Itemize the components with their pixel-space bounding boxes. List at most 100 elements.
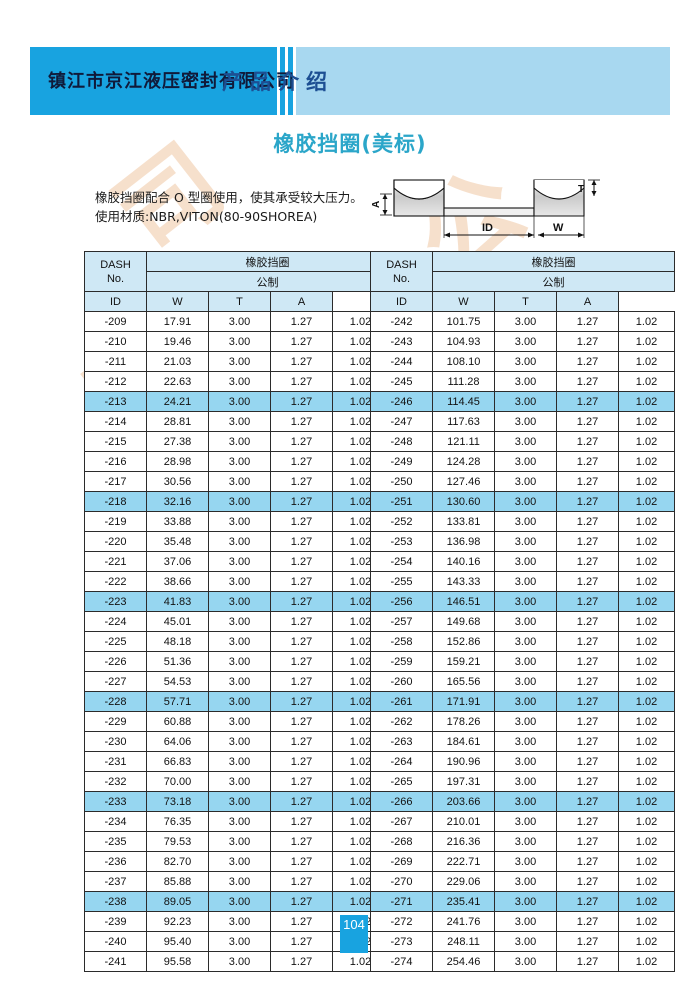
cell-a: 1.02 (618, 751, 675, 772)
cell-w: 3.00 (208, 571, 271, 592)
cell-t: 1.27 (556, 391, 619, 412)
cell-t: 1.27 (270, 451, 333, 472)
cell-dash: -210 (84, 331, 147, 352)
cell-a: 1.02 (618, 831, 675, 852)
cell-w: 3.00 (208, 891, 271, 912)
cell-t: 1.27 (556, 611, 619, 632)
cell-dash: -228 (84, 691, 147, 712)
cell-t: 1.27 (270, 511, 333, 532)
cell-t: 1.27 (270, 611, 333, 632)
cell-dash: -263 (370, 731, 433, 752)
cell-t: 1.27 (556, 651, 619, 672)
cell-t: 1.27 (270, 731, 333, 752)
cell-a: 1.02 (618, 531, 675, 552)
cell-dash: -262 (370, 711, 433, 732)
cell-w: 3.00 (208, 631, 271, 652)
header-banner: 镇江市京江液压密封有限公司 产品介绍 (30, 47, 670, 115)
table-row: -242 101.75 3.00 1.27 1.02 (370, 311, 675, 332)
cell-w: 3.00 (208, 871, 271, 892)
cell-id: 32.16 (146, 491, 209, 512)
table-body-right: -242 101.75 3.00 1.27 1.02 -243 104.93 3.00 1.27… (370, 311, 675, 972)
cell-t: 1.27 (556, 811, 619, 832)
cell-id: 124.28 (432, 451, 495, 472)
cell-t: 1.27 (270, 391, 333, 412)
header-col-w: W (146, 291, 209, 312)
cell-id: 95.58 (146, 951, 209, 972)
cell-id: 35.48 (146, 531, 209, 552)
table-row: -209 17.91 3.00 1.27 1.02 (84, 311, 389, 332)
table-row: -257 149.68 3.00 1.27 1.02 (370, 611, 675, 632)
table-row: -218 32.16 3.00 1.27 1.02 (84, 491, 389, 512)
table-head: DASH No. 橡胶挡圈 公制 ID W T A (84, 251, 389, 312)
cell-id: 24.21 (146, 391, 209, 412)
cell-t: 1.27 (270, 351, 333, 372)
cell-dash: -245 (370, 371, 433, 392)
cell-id: 121.11 (432, 431, 495, 452)
cell-w: 3.00 (494, 371, 557, 392)
cell-w: 3.00 (208, 911, 271, 932)
cell-id: 149.68 (432, 611, 495, 632)
cell-dash: -264 (370, 751, 433, 772)
cell-dash: -243 (370, 331, 433, 352)
cell-id: 152.86 (432, 631, 495, 652)
cell-t: 1.27 (270, 311, 333, 332)
cell-w: 3.00 (208, 491, 271, 512)
cell-dash: -222 (84, 571, 147, 592)
cell-id: 54.53 (146, 671, 209, 692)
cell-w: 3.00 (494, 811, 557, 832)
table-row: -266 203.66 3.00 1.27 1.02 (370, 791, 675, 812)
cell-w: 3.00 (208, 311, 271, 332)
cell-t: 1.27 (556, 911, 619, 932)
table-row: -214 28.81 3.00 1.27 1.02 (84, 411, 389, 432)
cell-dash: -239 (84, 911, 147, 932)
cell-w: 3.00 (208, 751, 271, 772)
cell-w: 3.00 (494, 331, 557, 352)
cell-id: 235.41 (432, 891, 495, 912)
banner-left-panel (30, 47, 277, 115)
cell-id: 79.53 (146, 831, 209, 852)
cell-dash: -229 (84, 711, 147, 732)
cell-w: 3.00 (494, 511, 557, 532)
cell-t: 1.27 (270, 911, 333, 932)
table-row: -256 146.51 3.00 1.27 1.02 (370, 591, 675, 612)
cell-id: 27.38 (146, 431, 209, 452)
cell-t: 1.27 (270, 891, 333, 912)
company-name: 镇江市京江液压密封有限公司 (48, 71, 295, 92)
cell-t: 1.27 (556, 331, 619, 352)
table-row: -253 136.98 3.00 1.27 1.02 (370, 531, 675, 552)
table-row: -241 95.58 3.00 1.27 1.02 (84, 951, 389, 972)
table-row: -250 127.46 3.00 1.27 1.02 (370, 471, 675, 492)
cell-w: 3.00 (494, 491, 557, 512)
cell-id: 17.91 (146, 311, 209, 332)
diagram-label-id: ID (482, 222, 493, 234)
cell-t: 1.27 (270, 691, 333, 712)
cell-id: 171.91 (432, 691, 495, 712)
banner-right-panel (296, 47, 670, 115)
cell-w: 3.00 (208, 691, 271, 712)
cell-a: 1.02 (618, 851, 675, 872)
cell-t: 1.27 (556, 471, 619, 492)
header-no-text: No. (106, 272, 125, 285)
cell-dash: -226 (84, 651, 147, 672)
table-row: -235 79.53 3.00 1.27 1.02 (84, 831, 389, 852)
cell-a: 1.02 (618, 391, 675, 412)
cell-id: 28.98 (146, 451, 209, 472)
header-group: 橡胶挡圈 (432, 251, 675, 272)
cell-w: 3.00 (494, 411, 557, 432)
cell-dash: -269 (370, 851, 433, 872)
cell-dash: -240 (84, 931, 147, 952)
header-col-t: T (208, 291, 271, 312)
header-col-a: A (270, 291, 333, 312)
cell-a: 1.02 (618, 371, 675, 392)
cell-dash: -237 (84, 871, 147, 892)
cell-w: 3.00 (208, 371, 271, 392)
cell-id: 60.88 (146, 711, 209, 732)
cell-id: 222.71 (432, 851, 495, 872)
cell-dash: -238 (84, 891, 147, 912)
cell-t: 1.27 (556, 951, 619, 972)
cell-dash: -265 (370, 771, 433, 792)
header-dash: DASH No. (370, 251, 433, 292)
table-row: -227 54.53 3.00 1.27 1.02 (84, 671, 389, 692)
header-row-cols: ID W T A (370, 291, 675, 312)
